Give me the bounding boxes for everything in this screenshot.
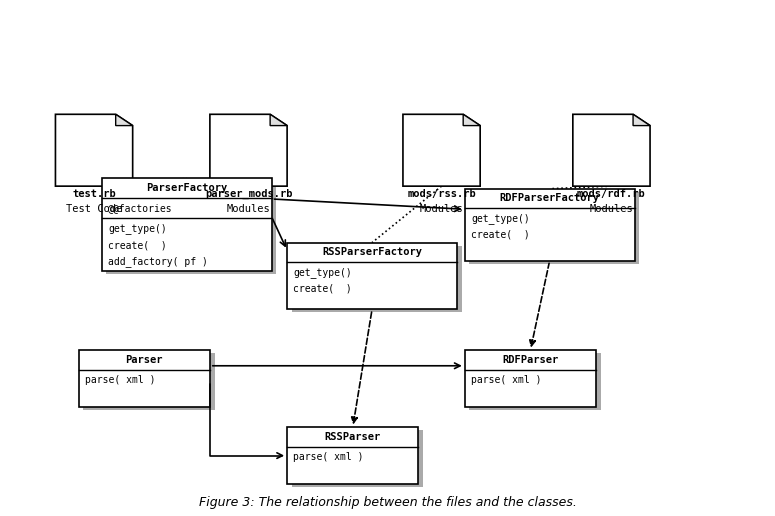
Text: parse( xml ): parse( xml ): [293, 452, 363, 462]
Text: Test Code: Test Code: [66, 204, 122, 214]
Text: parser_mods.rb: parser_mods.rb: [205, 189, 292, 199]
FancyBboxPatch shape: [287, 427, 418, 484]
Polygon shape: [270, 115, 287, 125]
Text: create(  ): create( ): [471, 230, 529, 240]
FancyBboxPatch shape: [78, 350, 210, 407]
Text: Modules: Modules: [590, 204, 633, 214]
Text: get_type(): get_type(): [471, 213, 529, 224]
Text: get_type(): get_type(): [108, 223, 167, 234]
Text: @@factories: @@factories: [108, 203, 173, 213]
FancyBboxPatch shape: [465, 189, 635, 261]
Text: test.rb: test.rb: [72, 189, 116, 199]
Text: RDFParserFactory: RDFParserFactory: [500, 194, 600, 203]
Polygon shape: [56, 115, 133, 186]
Text: parse( xml ): parse( xml ): [84, 375, 155, 385]
Polygon shape: [210, 115, 287, 186]
Polygon shape: [115, 115, 133, 125]
FancyBboxPatch shape: [102, 179, 272, 271]
Text: RSSParser: RSSParser: [325, 432, 381, 442]
Text: get_type(): get_type(): [293, 267, 352, 278]
Polygon shape: [403, 115, 480, 186]
FancyBboxPatch shape: [470, 353, 601, 410]
Text: mods/rss.rb: mods/rss.rb: [407, 189, 476, 199]
Text: mods/rdf.rb: mods/rdf.rb: [577, 189, 646, 199]
Polygon shape: [633, 115, 650, 125]
Polygon shape: [573, 115, 650, 186]
FancyBboxPatch shape: [291, 246, 462, 312]
FancyBboxPatch shape: [287, 243, 457, 309]
FancyBboxPatch shape: [291, 430, 423, 487]
Text: create(  ): create( ): [293, 284, 352, 294]
Text: Figure 3: The relationship between the files and the classes.: Figure 3: The relationship between the f…: [198, 496, 577, 509]
Text: Modules: Modules: [226, 204, 270, 214]
Text: parse( xml ): parse( xml ): [471, 375, 542, 385]
FancyBboxPatch shape: [83, 353, 215, 410]
FancyBboxPatch shape: [470, 192, 639, 264]
Polygon shape: [463, 115, 480, 125]
Text: create(  ): create( ): [108, 240, 167, 250]
Text: add_factory( pf ): add_factory( pf ): [108, 256, 208, 267]
Text: RSSParserFactory: RSSParserFactory: [322, 247, 422, 257]
Text: Parser: Parser: [126, 355, 163, 365]
Text: Modules: Modules: [420, 204, 463, 214]
Text: ParserFactory: ParserFactory: [146, 183, 227, 193]
FancyBboxPatch shape: [106, 182, 277, 274]
FancyBboxPatch shape: [465, 350, 596, 407]
Text: RDFParser: RDFParser: [502, 355, 559, 365]
